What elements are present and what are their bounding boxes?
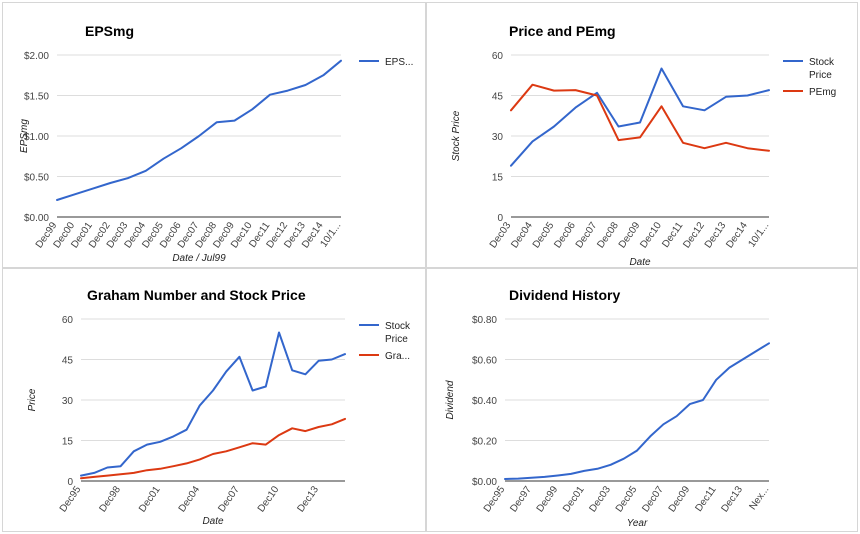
x-tick-label: Dec14 [724,220,750,250]
graham-chart-panel: Graham Number and Stock Price 0 15 30 45 60 De… [2,268,426,532]
x-tick-label: Dec12 [681,220,707,250]
series-line [80,417,346,480]
x-tick-label: Dec10 [256,484,282,514]
series-line [56,59,342,201]
series-line [510,83,770,152]
x-tick-label: 10/1... [746,220,771,249]
x-tick-label: Dec05 [531,220,557,250]
y-axis-label: Price [27,388,38,411]
y-tick-label: $0.00 [472,477,497,488]
y-tick-label: $0.80 [472,315,497,326]
y-tick-label: 0 [67,477,73,488]
y-tick-label: $1.00 [24,132,49,143]
legend-entry: PEmg [809,87,836,98]
y-tick-label: 15 [492,173,504,184]
x-tick-label: Dec07 [574,220,600,250]
series-line [510,67,770,167]
eps-chart: EPSmg$0.00$0.50$1.00$1.50$2.00Dec99Dec00… [19,23,413,264]
legend-entry: Gra... [385,351,410,362]
x-tick-label: Dec06 [552,220,578,250]
y-axis-label: Stock Price [451,110,462,161]
x-tick-label: Dec03 [587,484,613,514]
legend-entry: Stock Price [385,321,411,345]
x-tick-label: Dec10 [638,220,664,250]
x-tick-label: Dec09 [667,484,693,514]
y-axis-label: Dividend [445,380,456,419]
x-tick-label: Dec95 [482,484,508,514]
x-tick-label: Dec13 [703,220,729,250]
legend-entry: EPS... [385,57,413,68]
x-axis-label: Date [202,516,224,527]
y-tick-label: 0 [497,213,503,224]
dividend-chart: Dividend History $0.00 $0.20 $0.40 $0.60 $0.8… [445,287,771,529]
x-axis-label: Year [627,518,648,529]
y-tick-label: $2.00 [24,51,49,62]
x-tick-label: Dec97 [508,484,534,514]
y-tick-label: 45 [62,356,74,367]
x-axis-label: Date [629,257,651,267]
chart-title: EPSmg [85,23,134,39]
x-tick-label: Dec07 [640,484,666,514]
dividend-chart-panel: Dividend History $0.00 $0.20 $0.40 $0.60 $0.8… [426,268,858,532]
x-tick-label: Dec98 [97,484,123,514]
x-tick-label: Dec99 [535,484,561,514]
eps-chart-panel: EPSmg $0.00 $0.50 $1.00 $1.50 $2.00 Dec99 Dec00… [2,2,426,268]
series-line [80,331,346,477]
x-tick-label: Dec07 [216,484,242,514]
x-tick-label: Dec01 [561,484,587,514]
y-axis-label: EPSmg [19,119,30,153]
y-tick-label: $0.00 [24,213,49,224]
chart-title: Dividend History [509,287,620,303]
y-tick-label: $0.40 [472,396,497,407]
x-tick-label: Dec04 [509,220,535,250]
x-tick-label: Dec09 [617,220,643,250]
x-tick-label: Dec13 [719,484,745,514]
y-tick-label: $0.60 [472,356,497,367]
y-tick-label: $0.20 [472,437,497,448]
x-tick-label: Dec11 [693,484,718,514]
y-tick-label: $0.50 [24,173,49,184]
series-line [504,342,770,480]
x-tick-label: Dec13 [295,484,321,514]
y-tick-label: 15 [62,437,74,448]
x-tick-label: Nex... [747,484,771,512]
x-axis-label: Date / Jul99 [172,253,226,264]
legend-entry: Stock Price [809,57,835,81]
chart-title: Graham Number and Stock Price [87,287,306,303]
x-tick-label: Dec08 [595,220,621,250]
x-tick-label: Dec04 [177,484,203,514]
y-tick-label: 60 [62,315,74,326]
graham-chart: Graham Number and Stock Price 0 15 30 45 60 De… [27,287,411,527]
y-tick-label: $1.50 [24,92,49,103]
chart-title: Price and PEmg [509,23,616,39]
x-tick-label: Dec95 [58,484,84,514]
x-tick-label: Dec05 [614,484,640,514]
y-tick-label: 30 [492,132,504,143]
x-tick-label: Dec01 [137,484,163,514]
y-tick-label: 30 [62,396,74,407]
y-tick-label: 45 [492,92,504,103]
y-tick-label: 60 [492,51,504,62]
price-pe-chart-panel: Price and PEmg 0 15 30 45 60 Dec03 Dec04 Dec05 De… [426,2,858,268]
x-tick-label: Dec03 [488,220,514,250]
price-pe-chart: Price and PEmg015304560Dec03Dec04Dec05De… [451,23,836,267]
